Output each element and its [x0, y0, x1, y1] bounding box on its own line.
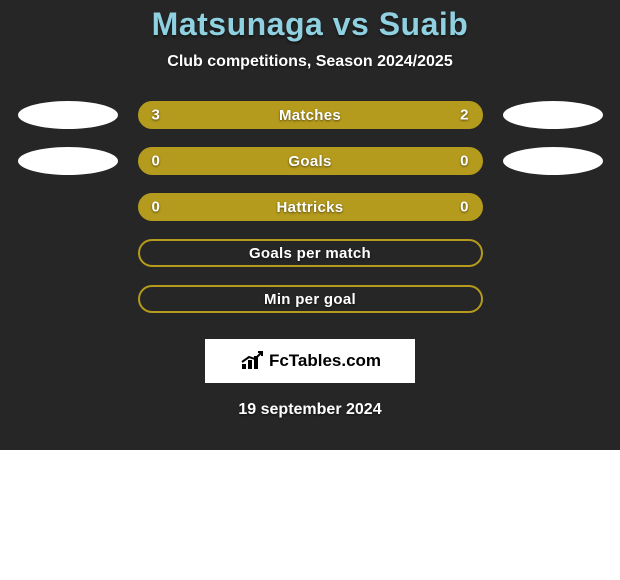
comparison-card: Matsunaga vs Suaib Club competitions, Se… [0, 0, 620, 450]
stat-row: 3 Matches 2 [0, 101, 620, 129]
page-title: Matsunaga vs Suaib [0, 0, 620, 43]
right-oval [503, 101, 603, 129]
stat-bar: Min per goal [138, 285, 483, 313]
stat-label: Hattricks [277, 199, 344, 216]
stat-row: Goals per match [0, 239, 620, 267]
title-vs: vs [323, 6, 378, 42]
stat-row: Min per goal [0, 285, 620, 313]
logo-text: FcTables.com [269, 351, 381, 371]
stat-value-left: 0 [152, 199, 160, 216]
stat-bar: 0 Hattricks 0 [138, 193, 483, 221]
stat-value-right: 0 [460, 199, 468, 216]
stat-value-right: 2 [460, 107, 468, 124]
logo-chart-icon [239, 350, 265, 372]
stat-label: Matches [279, 107, 341, 124]
logo-box: FcTables.com [205, 339, 415, 383]
left-oval [18, 101, 118, 129]
left-oval [18, 147, 118, 175]
stat-row: 0 Hattricks 0 [0, 193, 620, 221]
stat-value-right: 0 [460, 153, 468, 170]
date-text: 19 september 2024 [0, 401, 620, 419]
subtitle: Club competitions, Season 2024/2025 [0, 53, 620, 71]
stat-bar: 3 Matches 2 [138, 101, 483, 129]
stat-value-left: 0 [152, 153, 160, 170]
title-player1: Matsunaga [152, 6, 324, 42]
stat-bar: 0 Goals 0 [138, 147, 483, 175]
stat-rows: 3 Matches 2 0 Goals 0 0 Hattricks 0 Goals per mat… [0, 101, 620, 313]
right-oval [503, 147, 603, 175]
stat-label: Goals per match [249, 245, 371, 262]
stat-bar: Goals per match [138, 239, 483, 267]
stat-label: Goals [288, 153, 331, 170]
stat-label: Min per goal [264, 291, 356, 308]
stat-value-left: 3 [152, 107, 160, 124]
title-player2: Suaib [379, 6, 469, 42]
stat-row: 0 Goals 0 [0, 147, 620, 175]
